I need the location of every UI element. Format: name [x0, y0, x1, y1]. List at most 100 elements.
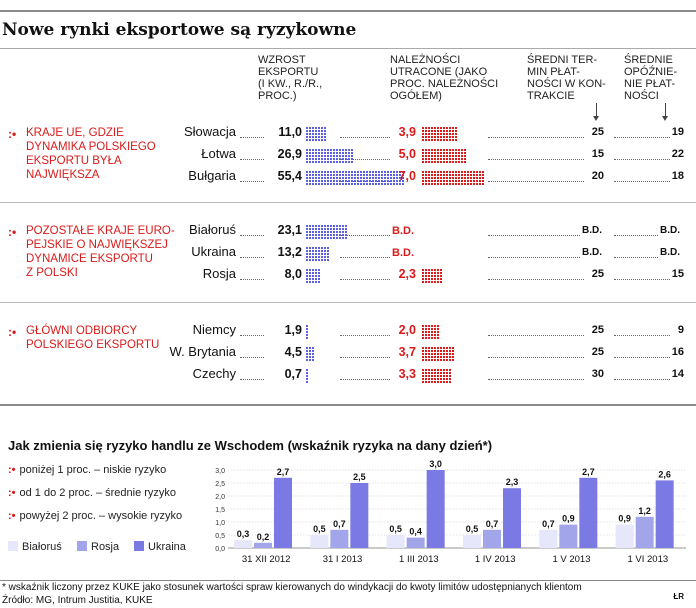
footnote: * wskaźnik liczony przez KUKE jako stosu…: [2, 582, 582, 593]
leader-dots: [340, 235, 390, 236]
delay-value: 19: [671, 126, 684, 138]
footer-rule: [0, 580, 696, 581]
term-value: 25: [591, 126, 604, 138]
legend-rosja: Rosja: [77, 541, 119, 553]
term-value: 25: [591, 268, 604, 280]
bar-białoruś: [386, 535, 405, 548]
bar-ukraina: [655, 480, 674, 548]
bar-rosja: [635, 516, 654, 548]
y-tick-label: 2,0: [215, 494, 225, 501]
growth-value: 8,0: [284, 267, 302, 281]
data-label: 0,7: [333, 519, 346, 529]
title-rule: [0, 48, 696, 49]
data-label: 2,7: [277, 467, 290, 477]
group-marker-icon: :•: [8, 127, 17, 141]
delay-value: B.D.: [660, 247, 680, 258]
bar-białoruś: [310, 535, 329, 548]
growth-value: 23,1: [277, 223, 302, 237]
term-value: 30: [591, 368, 604, 380]
data-label: 2,5: [353, 472, 366, 482]
leader-dots: [240, 137, 264, 138]
legend-ukraina: Ukraina: [134, 541, 186, 553]
term-value: 25: [591, 324, 604, 336]
leader-dots: [340, 379, 390, 380]
bar-rosja: [330, 529, 349, 548]
group-divider: [0, 302, 696, 303]
bar-rosja: [559, 524, 578, 548]
leader-dots: [340, 257, 390, 258]
bar-ukraina: [350, 483, 369, 548]
data-label: 0,7: [486, 519, 499, 529]
leader-dots: [240, 257, 264, 258]
col-header-lost: NALEŻNOŚCI UTRACONE (JAKO PROC. NALEŻNOŚ…: [390, 54, 499, 102]
bar-białoruś: [615, 524, 634, 548]
group-label: GŁÓWNI ODBIORCY POLSKIEGO EKSPORTU: [26, 325, 160, 351]
leader-dots: [614, 379, 670, 380]
data-label: 2,6: [658, 469, 671, 479]
delay-arrow-icon: [662, 103, 668, 121]
leader-dots: [340, 181, 390, 182]
leader-dots: [614, 181, 670, 182]
term-value: B.D.: [582, 225, 602, 236]
term-value: B.D.: [582, 247, 602, 258]
rosja-swatch: [77, 541, 87, 551]
bar-ukraina: [274, 477, 292, 548]
y-tick-label: 3,0: [215, 468, 225, 475]
y-tick-label: 1,0: [215, 520, 225, 527]
term-arrow-icon: [593, 103, 599, 121]
delay-value: 16: [671, 346, 684, 358]
risk-bar-chart: 0,0 0,5 1,0 1,5 2,0 2,5 3,0 0,3 0,2 2,7 31 XII 201…: [215, 459, 686, 565]
leader-dots: [488, 379, 584, 380]
bar-rosja: [406, 537, 425, 548]
leader-dots: [340, 159, 390, 160]
country-name: Łotwa: [201, 146, 236, 161]
country-name: Ukraina: [191, 244, 236, 259]
risk-legend-medium: :• od 1 do 2 proc. – średnie ryzyko: [8, 487, 177, 499]
x-tick-label: 1 V 2013: [552, 554, 590, 565]
legend-bialorus: Białoruś: [8, 541, 62, 553]
data-label: 0,9: [562, 514, 575, 524]
x-tick-label: 1 III 2013: [399, 554, 439, 565]
country-name: Bułgaria: [188, 168, 236, 183]
group-label: POZOSTAŁE KRAJE EURO- PEJSKIE O NAJWIĘKS…: [26, 225, 175, 279]
ukraina-swatch: [134, 541, 144, 551]
leader-dots: [240, 181, 264, 182]
leader-dots: [340, 279, 390, 280]
lost-value: 2,0: [398, 323, 416, 337]
data-label: 0,2: [257, 532, 270, 542]
section-rule: [0, 404, 696, 406]
term-value: 25: [591, 346, 604, 358]
data-label: 0,4: [409, 527, 422, 537]
delay-value: 22: [671, 148, 684, 160]
col-header-delay: ŚREDNIE OPÓŹNIE- NIE PŁAT- NOŚCI: [624, 54, 678, 102]
growth-value: 4,5: [284, 345, 302, 359]
y-tick-label: 0,5: [215, 533, 225, 540]
leader-dots: [614, 335, 670, 336]
data-label: 3,0: [429, 459, 442, 469]
leader-dots: [488, 279, 584, 280]
data-label: 0,5: [313, 524, 326, 534]
leader-dots: [614, 279, 670, 280]
leader-dots: [240, 379, 264, 380]
x-tick-label: 31 I 2013: [323, 554, 363, 565]
x-tick-label: 1 VI 2013: [627, 554, 668, 565]
risk-marker-icon: :•: [8, 487, 16, 499]
data-label: 0,5: [389, 524, 402, 534]
country-name: Rosja: [202, 266, 236, 281]
bar-białoruś: [234, 540, 252, 548]
lost-value: B.D.: [392, 225, 414, 237]
leader-dots: [614, 357, 670, 358]
delay-value: B.D.: [660, 225, 680, 236]
col-header-term: ŚREDNI TER- MIN PŁAT- NOŚCI W KON- TRAKC…: [527, 54, 606, 102]
country-name: W. Brytania: [169, 344, 236, 359]
leader-dots: [240, 335, 264, 336]
growth-value: 13,2: [277, 245, 302, 259]
x-tick-label: 31 XII 2012: [242, 554, 291, 565]
growth-value: 11,0: [278, 125, 302, 139]
lost-value: 3,3: [398, 367, 416, 381]
leader-dots: [614, 159, 670, 160]
leader-dots: [614, 257, 658, 258]
group-marker-icon: :•: [8, 325, 17, 339]
term-value: 20: [591, 170, 604, 182]
leader-dots: [340, 335, 390, 336]
